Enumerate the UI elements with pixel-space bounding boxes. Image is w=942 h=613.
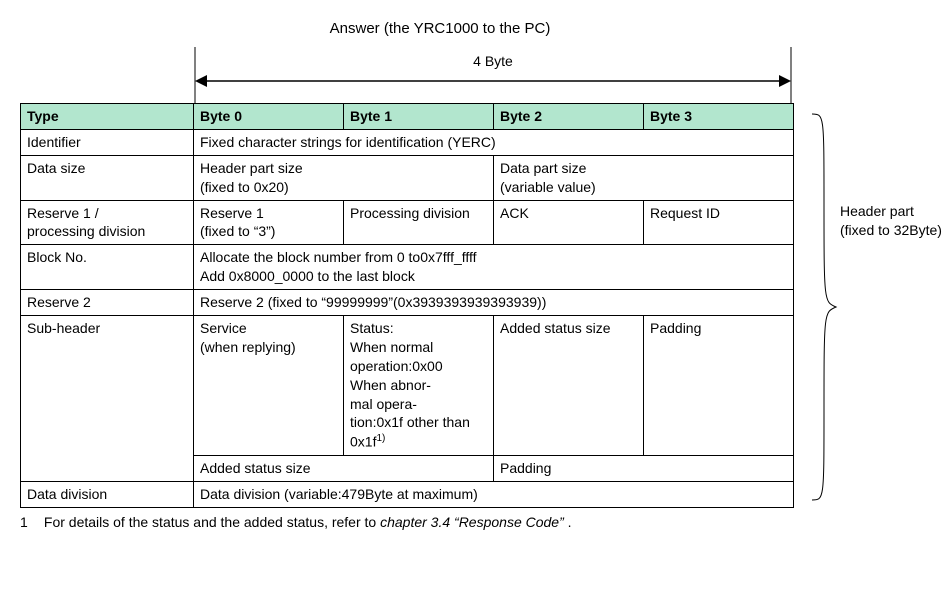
header-cell: Byte 2 <box>494 104 644 130</box>
table-header-row: TypeByte 0Byte 1Byte 2Byte 3 <box>21 104 794 130</box>
footnote-index: 1 <box>20 514 40 530</box>
data-cell: Reserve 1(fixed to “3”) <box>194 200 344 245</box>
table-row: Block No.Allocate the block number from … <box>21 245 794 290</box>
data-cell: Fixed character strings for identificati… <box>194 129 794 155</box>
side-annotation: Header part(fixed to 32Byte) <box>810 112 942 502</box>
type-cell: Data size <box>21 155 194 200</box>
type-cell: Reserve 1 /processing division <box>21 200 194 245</box>
footnote-prefix: For details of the status and the added … <box>44 514 380 530</box>
type-cell: Block No. <box>21 245 194 290</box>
brace-icon <box>810 112 840 502</box>
data-cell: ACK <box>494 200 644 245</box>
data-cell: Header part size(fixed to 0x20) <box>194 155 494 200</box>
side-annotation-label: Header part(fixed to 32Byte) <box>840 202 942 240</box>
table-row: Data divisionData division (variable:479… <box>21 481 794 507</box>
data-cell: Status:When normal operation:0x00When ab… <box>344 316 494 456</box>
table-row: IdentifierFixed character strings for id… <box>21 129 794 155</box>
byte-ruler: 4 Byte <box>193 47 793 103</box>
table-row: Data sizeHeader part size(fixed to 0x20)… <box>21 155 794 200</box>
footnote-suffix: . <box>564 514 572 530</box>
data-cell: Added status size <box>194 455 494 481</box>
page-container: Answer (the YRC1000 to the PC) 4 Byte Ty… <box>20 20 942 530</box>
table-row: Reserve 1 /processing divisionReserve 1(… <box>21 200 794 245</box>
data-cell: Allocate the block number from 0 to0x7ff… <box>194 245 794 290</box>
type-cell: Sub-header <box>21 316 194 482</box>
footnote: 1 For details of the status and the adde… <box>20 514 840 530</box>
header-cell: Byte 3 <box>644 104 794 130</box>
header-cell: Type <box>21 104 194 130</box>
type-cell: Data division <box>21 481 194 507</box>
data-cell: Processing division <box>344 200 494 245</box>
data-cell: Service(when replying) <box>194 316 344 456</box>
data-cell: Padding <box>494 455 794 481</box>
type-cell: Reserve 2 <box>21 290 194 316</box>
data-cell: Reserve 2 (fixed to “99999999”(0x3939393… <box>194 290 794 316</box>
data-cell: Request ID <box>644 200 794 245</box>
header-cell: Byte 0 <box>194 104 344 130</box>
table-row: Sub-headerService(when replying)Status:W… <box>21 316 794 456</box>
header-cell: Byte 1 <box>344 104 494 130</box>
byte-ruler-svg <box>193 47 793 103</box>
table-row: Reserve 2Reserve 2 (fixed to “99999999”(… <box>21 290 794 316</box>
data-cell: Added status size <box>494 316 644 456</box>
packet-table: TypeByte 0Byte 1Byte 2Byte 3 IdentifierF… <box>20 103 794 508</box>
footnote-italic: chapter 3.4 “Response Code” <box>380 514 564 530</box>
data-cell: Data division (variable:479Byte at maxim… <box>194 481 794 507</box>
data-cell: Data part size(variable value) <box>494 155 794 200</box>
type-cell: Identifier <box>21 129 194 155</box>
diagram-title: Answer (the YRC1000 to the PC) <box>140 20 740 37</box>
data-cell: Padding <box>644 316 794 456</box>
